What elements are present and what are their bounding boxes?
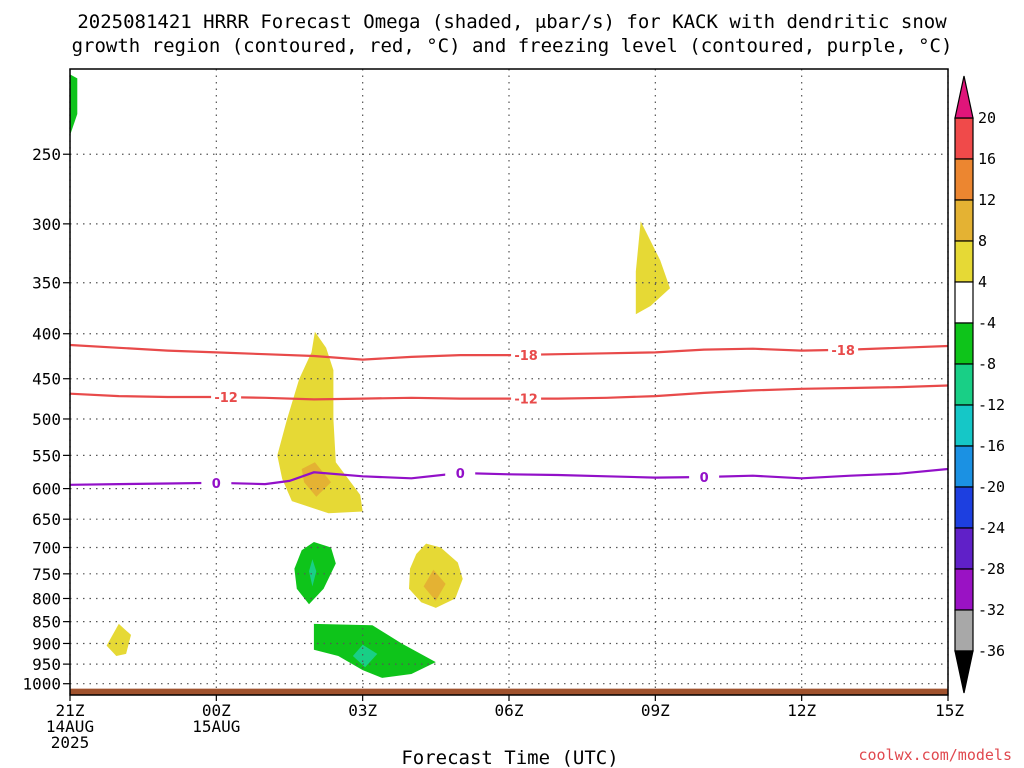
x-tick-label: 03Z xyxy=(348,701,377,720)
x-tick-label: 14AUG xyxy=(46,717,94,736)
omega-region-9 xyxy=(313,623,436,678)
contour-label-bg xyxy=(511,346,542,363)
y-axis-pressure-ticks: 250 300 350 400 450 500 550 600 650 700 750 800 850 9… xyxy=(22,145,70,694)
omega-region-10 xyxy=(352,644,378,668)
colorbar-band xyxy=(954,322,974,365)
contour-label: 0 xyxy=(700,471,709,486)
colorbar-band xyxy=(954,363,974,406)
colorbar-top-arrow xyxy=(954,75,974,119)
contour-label-bg xyxy=(445,465,476,482)
colorbar-label: -16 xyxy=(978,437,1005,455)
temperature-contours: -18 -18 -12 -12 0 0 0 xyxy=(70,341,948,492)
contour-label: -12 xyxy=(214,391,238,406)
y-tick-label: 950 xyxy=(32,655,61,674)
omega-region-5 xyxy=(423,569,446,601)
x-axis-label: Forecast Time (UTC) xyxy=(401,747,618,768)
colorbar-label: -24 xyxy=(978,519,1005,537)
y-tick-label: 350 xyxy=(32,274,61,293)
ground-surface xyxy=(70,688,948,695)
colorbar-label: 4 xyxy=(978,273,987,291)
colorbar-label: -32 xyxy=(978,601,1005,619)
x-tick-label: 15Z xyxy=(935,701,964,720)
colorbar-label: 20 xyxy=(978,109,996,127)
colorbar-band xyxy=(954,158,974,201)
omega-shading xyxy=(70,74,670,678)
y-tick-label: 650 xyxy=(32,510,61,529)
y-tick-label: 900 xyxy=(32,634,61,653)
colorbar-band xyxy=(954,527,974,570)
plot-area: -18 -18 -12 -12 0 0 0 xyxy=(69,68,949,696)
colorbar-band xyxy=(954,240,974,283)
colorbar-band xyxy=(954,117,974,160)
y-tick-label: 850 xyxy=(32,613,61,632)
colorbar-band xyxy=(954,199,974,242)
colorbar-label: -4 xyxy=(978,314,996,332)
y-tick-label: 750 xyxy=(32,565,61,584)
x-tick-label: 00Z xyxy=(202,701,231,720)
contour-label-bg xyxy=(511,390,542,407)
colorbar-label: 12 xyxy=(978,191,996,209)
colorbar-label: -12 xyxy=(978,396,1005,414)
chart-title-line-2: growth region (contoured, red, °C) and f… xyxy=(72,35,953,57)
colorbar-band xyxy=(954,568,974,611)
credit-text: coolwx.com/models xyxy=(858,746,1012,764)
colorbar-label: -28 xyxy=(978,560,1005,578)
x-tick-label: 06Z xyxy=(495,701,524,720)
y-tick-label: 500 xyxy=(32,410,61,429)
contour-line-0 xyxy=(70,343,948,361)
omega-region-1 xyxy=(277,331,363,514)
x-tick-label: 2025 xyxy=(51,733,90,752)
contour-label: -18 xyxy=(514,349,538,364)
y-tick-label: 600 xyxy=(32,480,61,499)
omega-region-7 xyxy=(309,559,317,587)
x-tick-label: 15AUG xyxy=(192,717,240,736)
colorbar-label: -8 xyxy=(978,355,996,373)
y-tick-label: 700 xyxy=(32,538,61,557)
colorbar-band xyxy=(954,445,974,488)
omega-region-8 xyxy=(106,623,131,656)
colorbar-band xyxy=(954,486,974,529)
colorbar-bottom-arrow xyxy=(954,650,974,694)
contour-label-bg xyxy=(201,474,232,491)
y-tick-label: 400 xyxy=(32,325,61,344)
contour-label-bg xyxy=(828,341,859,358)
y-tick-label: 450 xyxy=(32,370,61,389)
x-tick-label: 21Z xyxy=(56,701,85,720)
y-tick-label: 550 xyxy=(32,446,61,465)
y-tick-label: 250 xyxy=(32,145,61,164)
colorbar-label: -20 xyxy=(978,478,1005,496)
contour-label-bg xyxy=(689,468,720,485)
y-tick-label: 800 xyxy=(32,589,61,608)
colorbar-label: 16 xyxy=(978,150,996,168)
omega-region-3 xyxy=(635,221,670,315)
colorbar-label: -36 xyxy=(978,642,1005,660)
colorbar-band xyxy=(954,609,974,652)
contour-label: -18 xyxy=(831,344,855,359)
omega-region-0 xyxy=(70,74,78,136)
colorbar-label: 8 xyxy=(978,232,987,250)
chart-title-line-1: 2025081421 HRRR Forecast Omega (shaded, … xyxy=(77,11,947,33)
contour-label-bg xyxy=(211,389,242,406)
y-tick-label: 300 xyxy=(32,215,61,234)
contour-label: 0 xyxy=(456,467,465,482)
contour-label: -12 xyxy=(514,393,538,408)
contour-label: 0 xyxy=(212,477,221,492)
x-tick-label: 09Z xyxy=(641,701,670,720)
colorbar: 20 16 12 8 4 -4 -8 -12 -16 -20 -24 -28 -32 -36 xyxy=(954,75,1005,694)
colorbar-band xyxy=(954,404,974,447)
colorbar-band xyxy=(954,281,974,324)
x-tick-label: 12Z xyxy=(787,701,816,720)
y-tick-label: 1000 xyxy=(22,675,61,694)
